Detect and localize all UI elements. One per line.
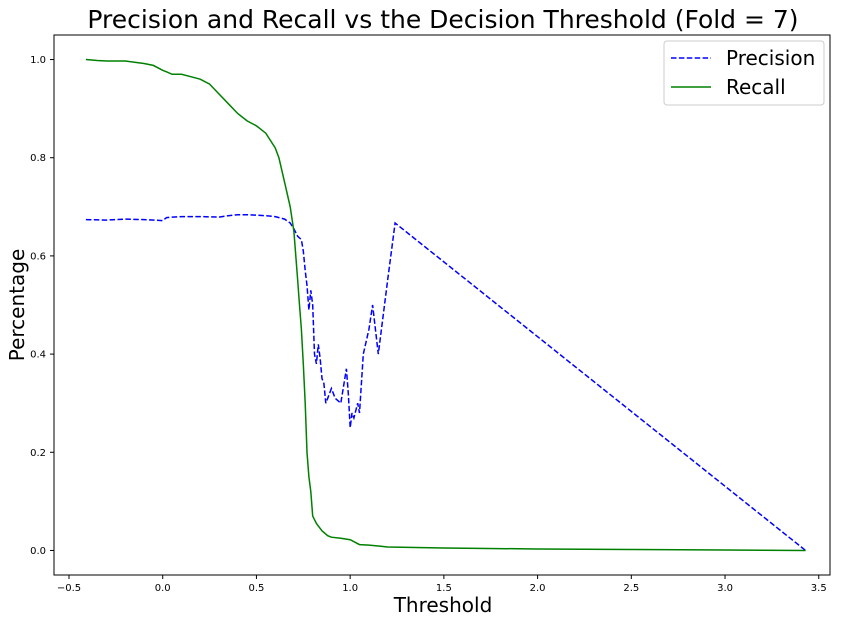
legend-precision-label: Precision	[726, 46, 815, 70]
chart-title: Precision and Recall vs the Decision Thr…	[87, 5, 798, 34]
y-tick-label: 0.0	[30, 546, 46, 557]
y-axis: 0.0 0.2 0.4 0.6 0.8 1.0	[30, 55, 54, 557]
y-axis-label: Percentage	[5, 249, 29, 362]
series-layer	[85, 58, 807, 552]
x-axis-label: Threshold	[393, 593, 493, 617]
series-line-precision	[85, 213, 807, 552]
legend-box	[663, 40, 825, 106]
x-tick-label: 2.0	[530, 583, 546, 594]
x-tick-label: 3.5	[811, 583, 827, 594]
series-line-recall	[85, 58, 806, 552]
legend-recall-label: Recall	[726, 75, 786, 99]
x-tick-label: 1.5	[436, 583, 452, 594]
x-tick-label: 0.5	[248, 583, 264, 594]
y-tick-label: 0.2	[30, 448, 46, 459]
x-tick-label: 2.5	[623, 583, 639, 594]
x-axis: −0.5 0.0 0.5 1.0 1.5 2.0 2.5 3.0 3.5	[57, 575, 827, 594]
y-tick-label: 0.6	[30, 251, 46, 262]
plot-area-frame	[53, 34, 831, 576]
x-tick-label: 3.0	[717, 583, 733, 594]
legend: Precision Recall	[663, 40, 825, 106]
y-tick-label: 0.8	[30, 153, 46, 164]
y-tick-label: 1.0	[30, 55, 46, 66]
y-tick-label: 0.4	[30, 350, 46, 361]
x-tick-label: −0.5	[57, 583, 81, 594]
x-tick-label: 0.0	[155, 583, 171, 594]
x-tick-label: 1.0	[342, 583, 358, 594]
